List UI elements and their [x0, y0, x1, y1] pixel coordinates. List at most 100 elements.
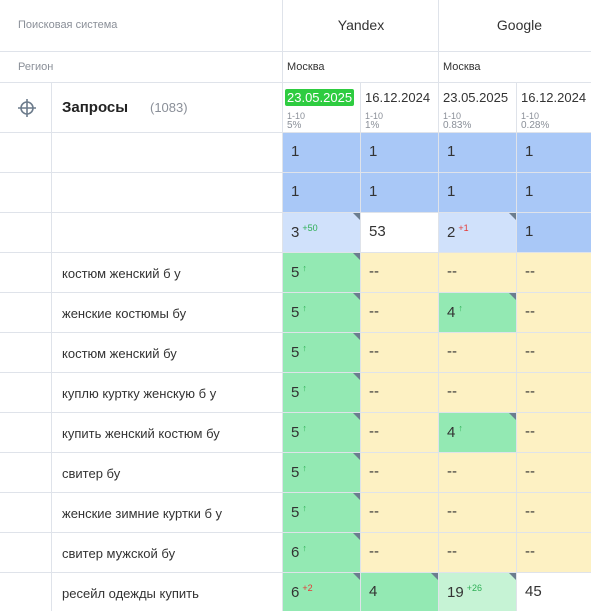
- position: 19 +26: [447, 583, 482, 601]
- query-cell: [52, 573, 283, 611]
- query-cell: [52, 253, 283, 293]
- position-cell: 5 ↑: [283, 333, 361, 373]
- position: --: [369, 423, 379, 440]
- position-change: ↑: [302, 543, 307, 553]
- position-cell: 45: [517, 573, 591, 611]
- date-header: [517, 83, 591, 133]
- range: 1-10: [521, 111, 540, 121]
- position: --: [369, 383, 379, 400]
- position: 5 ↑: [291, 343, 307, 361]
- query-cell: [52, 213, 283, 253]
- row-cell: [0, 493, 52, 533]
- position-cell: 1: [517, 213, 591, 253]
- query-cell: [52, 493, 283, 533]
- position-cell: 1: [517, 133, 591, 173]
- position: --: [525, 263, 535, 280]
- position-change: ↑: [302, 303, 307, 313]
- position-cell: --: [439, 453, 517, 493]
- position: 4 ↑: [447, 303, 463, 321]
- position: 3 +50: [291, 223, 318, 241]
- position: --: [447, 463, 457, 480]
- corner-flag: [509, 413, 516, 420]
- corner-flag: [353, 213, 360, 220]
- position-cell: --: [517, 373, 591, 413]
- position: 5 ↑: [291, 463, 307, 481]
- query-cell: [52, 533, 283, 573]
- date-header: [439, 83, 517, 133]
- date: 23.05.2025: [285, 89, 355, 106]
- row-cell: [0, 213, 52, 253]
- position-cell: 1: [517, 173, 591, 213]
- position: 45: [525, 583, 542, 600]
- queries-label: Запросы: [62, 99, 129, 116]
- position: 5 ↑: [291, 263, 307, 281]
- query-cell: [52, 133, 283, 173]
- date: 16.12.2024: [521, 90, 587, 105]
- query: купить женский костюм бу: [62, 426, 220, 441]
- date: 16.12.2024: [365, 90, 431, 105]
- query: костюм женский б у: [62, 266, 181, 281]
- corner-flag: [353, 293, 360, 300]
- position-cell: 5 ↑: [283, 413, 361, 453]
- position-cell: 1: [283, 133, 361, 173]
- row-cell: [0, 293, 52, 333]
- date-header: [361, 83, 439, 133]
- query: свитер бу: [62, 466, 121, 481]
- position-cell: 6 ↑: [283, 533, 361, 573]
- range: 1-10: [365, 111, 384, 121]
- query: куплю куртку женскую б у: [62, 386, 217, 401]
- position: 5 ↑: [291, 423, 307, 441]
- position: 1: [447, 183, 456, 200]
- position-cell: --: [439, 373, 517, 413]
- position-cell: 4: [361, 573, 439, 611]
- position-change: ↑: [302, 423, 307, 433]
- position: --: [525, 343, 535, 360]
- query-cell: [52, 333, 283, 373]
- position-cell: 5 ↑: [283, 373, 361, 413]
- position-cell: --: [361, 493, 439, 533]
- row-cell: [0, 453, 52, 493]
- position-cell: 4 ↑: [439, 293, 517, 333]
- position: 5 ↑: [291, 303, 307, 321]
- position: --: [369, 503, 379, 520]
- position-cell: --: [361, 293, 439, 333]
- engine-name: Google: [496, 17, 543, 33]
- position-cell: --: [361, 413, 439, 453]
- row-cell: [0, 533, 52, 573]
- position: 1: [291, 143, 300, 160]
- header-cell: [0, 0, 283, 52]
- region-name: Москва: [287, 61, 325, 73]
- position: 1: [369, 143, 378, 160]
- corner-flag: [353, 253, 360, 260]
- row-cell: [0, 333, 52, 373]
- position-change: ↑: [302, 463, 307, 473]
- position: 5 ↑: [291, 503, 307, 521]
- position: --: [369, 303, 379, 320]
- corner-flag: [353, 453, 360, 460]
- position: 1: [525, 223, 534, 240]
- share: 0.28%: [521, 120, 550, 131]
- position: 1: [447, 143, 456, 160]
- query: ресейл одежды купить: [62, 586, 199, 601]
- position-cell: 6 +2: [283, 573, 361, 611]
- position-change: ↑: [302, 343, 307, 353]
- position-cell: --: [517, 253, 591, 293]
- position-change: +2: [302, 583, 313, 593]
- position-change: ↑: [458, 303, 463, 313]
- position: --: [369, 543, 379, 560]
- position-cell: --: [361, 253, 439, 293]
- range: 1-10: [443, 111, 462, 121]
- position: --: [447, 543, 457, 560]
- position: 53: [369, 223, 386, 240]
- position-cell: --: [517, 413, 591, 453]
- date-header: [283, 83, 361, 133]
- position: 6 ↑: [291, 543, 307, 561]
- position: 1: [291, 183, 300, 200]
- position: --: [369, 263, 379, 280]
- query-cell: [52, 413, 283, 453]
- position: 5 ↑: [291, 383, 307, 401]
- corner-flag: [509, 573, 516, 580]
- target-icon: [18, 99, 36, 117]
